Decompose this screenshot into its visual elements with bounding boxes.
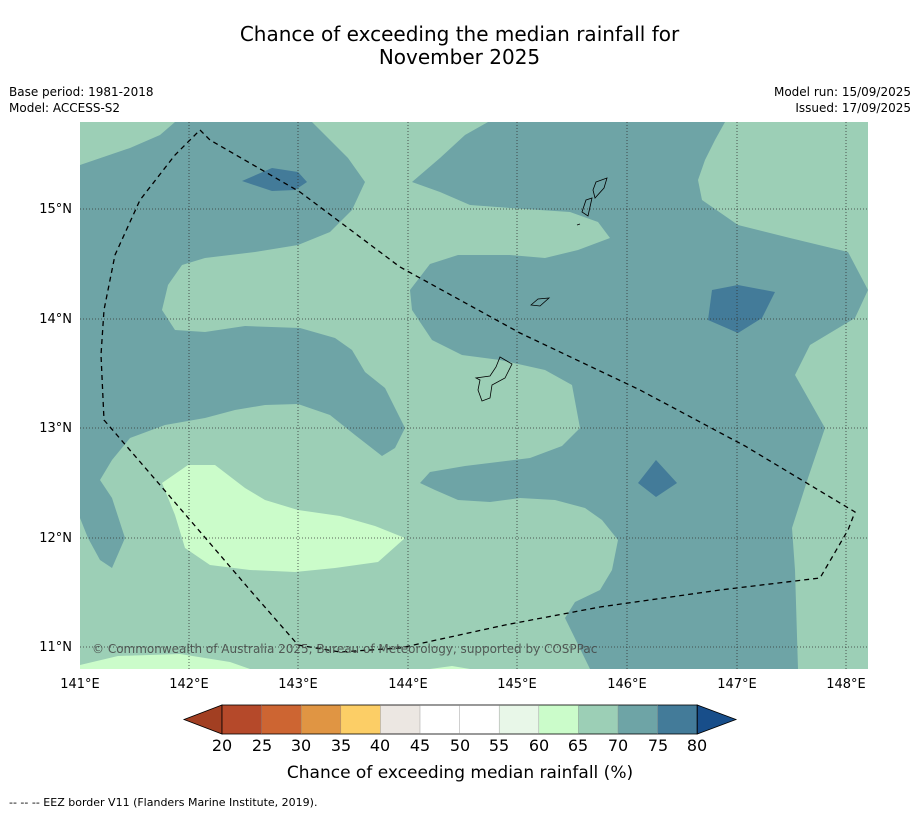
cb-label-40: 40 xyxy=(370,736,390,755)
eez-border xyxy=(100,129,856,653)
x-tick-148: 148°E xyxy=(826,677,866,692)
region-65pct-2 xyxy=(80,654,250,669)
island-guam xyxy=(474,356,513,402)
colorbar-segment xyxy=(499,705,540,734)
colorbar-segment xyxy=(538,705,579,734)
colorbar-segment xyxy=(420,705,461,734)
cb-label-20: 20 xyxy=(212,736,232,755)
y-tick-15n: 15°N xyxy=(39,202,72,217)
region-65pct-3 xyxy=(430,666,470,669)
y-tick-14n: 14°N xyxy=(39,312,72,327)
y-tick-13n: 13°N xyxy=(39,421,72,436)
cb-label-30: 30 xyxy=(291,736,311,755)
island-saipan xyxy=(592,177,608,199)
region-80pct-1 xyxy=(242,168,307,191)
x-axis-ticks: 141°E 142°E 143°E 144°E 145°E 146°E 147°… xyxy=(60,677,866,692)
grid-lines xyxy=(80,122,868,669)
y-axis-ticks: 15°N 14°N 13°N 12°N 11°N xyxy=(39,202,72,655)
region-65pct-1 xyxy=(162,465,405,572)
cb-label-75: 75 xyxy=(648,736,668,755)
cb-label-50: 50 xyxy=(450,736,470,755)
eez-footer-note: -- -- -- EEZ border V11 (Flanders Marine… xyxy=(9,796,318,809)
island-aguijan xyxy=(576,223,581,226)
x-tick-141: 141°E xyxy=(60,677,100,692)
x-tick-145: 145°E xyxy=(497,677,537,692)
x-tick-147: 147°E xyxy=(717,677,757,692)
cb-label-60: 60 xyxy=(529,736,549,755)
colorbar-title: Chance of exceeding median rainfall (%) xyxy=(287,763,633,783)
region-75pct-main xyxy=(80,122,405,568)
colorbar-segment xyxy=(578,705,619,734)
cb-label-45: 45 xyxy=(410,736,430,755)
islands xyxy=(474,177,608,402)
model-run: Model run: 15/09/2025 xyxy=(773,85,911,99)
cb-label-55: 55 xyxy=(489,736,509,755)
x-tick-142: 142°E xyxy=(169,677,209,692)
colorbar-labels: 20 25 30 35 40 45 50 55 60 65 70 75 80 xyxy=(212,736,707,755)
rainfall-map-area: © Commonwealth of Australia 2025, Bureau… xyxy=(80,122,868,669)
colorbar-segment xyxy=(459,705,500,734)
map-title-line1: Chance of exceeding the median rainfall … xyxy=(239,22,680,46)
issued-date: Issued: 17/09/2025 xyxy=(795,101,911,115)
region-80pct-2 xyxy=(708,285,775,333)
copyright-notice: © Commonwealth of Australia 2025, Bureau… xyxy=(92,642,597,656)
x-tick-144: 144°E xyxy=(388,677,428,692)
model-name: Model: ACCESS-S2 xyxy=(9,101,121,115)
cb-label-65: 65 xyxy=(568,736,588,755)
cb-label-35: 35 xyxy=(331,736,351,755)
cb-label-80: 80 xyxy=(687,736,707,755)
colorbar-segment xyxy=(340,705,381,734)
colorbar-segment xyxy=(380,705,421,734)
cb-label-70: 70 xyxy=(608,736,628,755)
map-title-line2: November 2025 xyxy=(378,45,541,69)
colorbar-segment xyxy=(618,705,659,734)
colorbar-segment xyxy=(657,705,698,734)
colorbar: 20 25 30 35 40 45 50 55 60 65 70 75 80 C… xyxy=(182,704,738,783)
colorbar-arrow-low xyxy=(182,704,223,735)
colorbar-segment xyxy=(261,705,302,734)
island-rota xyxy=(530,297,551,307)
meta-right: Model run: 15/09/2025 Issued: 17/09/2025 xyxy=(774,84,911,116)
x-tick-143: 143°E xyxy=(278,677,318,692)
colorbar-arrow-high xyxy=(696,704,738,735)
colorbar-segment xyxy=(301,705,342,734)
region-75pct-east xyxy=(410,122,868,669)
island-tinian xyxy=(581,197,593,217)
cb-label-25: 25 xyxy=(252,736,272,755)
base-period: Base period: 1981-2018 xyxy=(9,85,154,99)
colorbar-segments xyxy=(182,704,738,735)
region-80pct-3 xyxy=(638,460,677,497)
colorbar-segment xyxy=(222,705,263,734)
meta-left: Base period: 1981-2018 Model: ACCESS-S2 xyxy=(9,84,154,116)
y-tick-11n: 11°N xyxy=(39,640,72,655)
y-tick-12n: 12°N xyxy=(39,531,72,546)
x-tick-146: 146°E xyxy=(607,677,647,692)
